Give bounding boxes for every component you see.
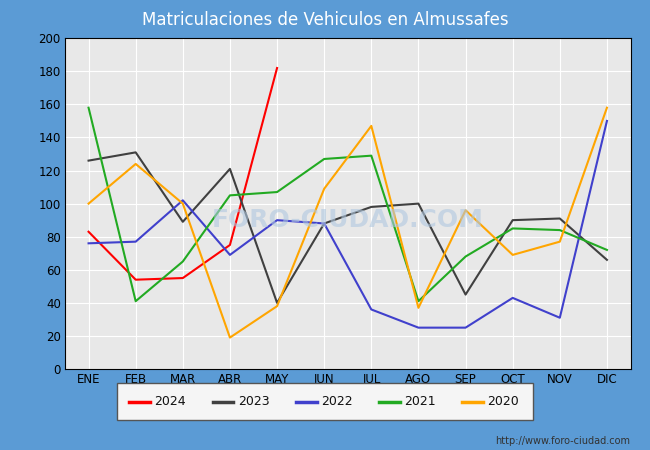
Text: http://www.foro-ciudad.com: http://www.foro-ciudad.com xyxy=(495,436,630,446)
Text: FORO-CIUDAD.COM: FORO-CIUDAD.COM xyxy=(212,208,484,232)
Text: 2020: 2020 xyxy=(488,395,519,408)
Text: 2024: 2024 xyxy=(155,395,186,408)
Text: 2022: 2022 xyxy=(321,395,352,408)
Text: 2023: 2023 xyxy=(238,395,269,408)
Text: Matriculaciones de Vehiculos en Almussafes: Matriculaciones de Vehiculos en Almussaf… xyxy=(142,11,508,29)
FancyBboxPatch shape xyxy=(117,383,533,420)
Text: 2021: 2021 xyxy=(404,395,436,408)
